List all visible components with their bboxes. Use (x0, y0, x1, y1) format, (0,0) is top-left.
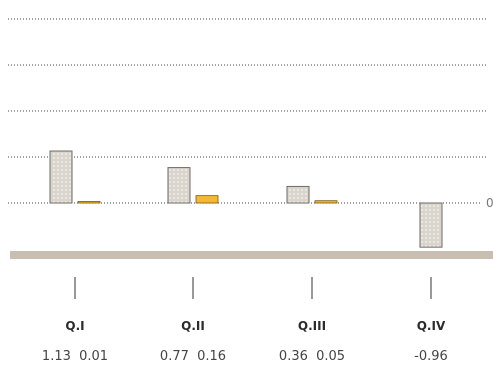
bar-primary (286, 185, 310, 204)
category-label: Q.IV (417, 319, 446, 333)
value-label: 1.13 0.01 (42, 349, 108, 364)
bar-secondary (77, 201, 101, 204)
bar-primary (49, 150, 73, 204)
category-label: Q.I (65, 319, 84, 333)
category-label: Q.III (298, 319, 326, 333)
value-label: -0.96 (414, 349, 448, 364)
value-label: 0.77 0.16 (160, 349, 226, 364)
zero-label: 0 (486, 196, 493, 210)
value-label: 0.36 0.05 (279, 349, 345, 364)
bar-primary (419, 202, 443, 248)
bar-primary (167, 167, 191, 204)
bar-secondary (314, 200, 338, 204)
bar-secondary (195, 195, 219, 204)
baseline-band (10, 251, 493, 259)
category-label: Q.II (181, 319, 205, 333)
